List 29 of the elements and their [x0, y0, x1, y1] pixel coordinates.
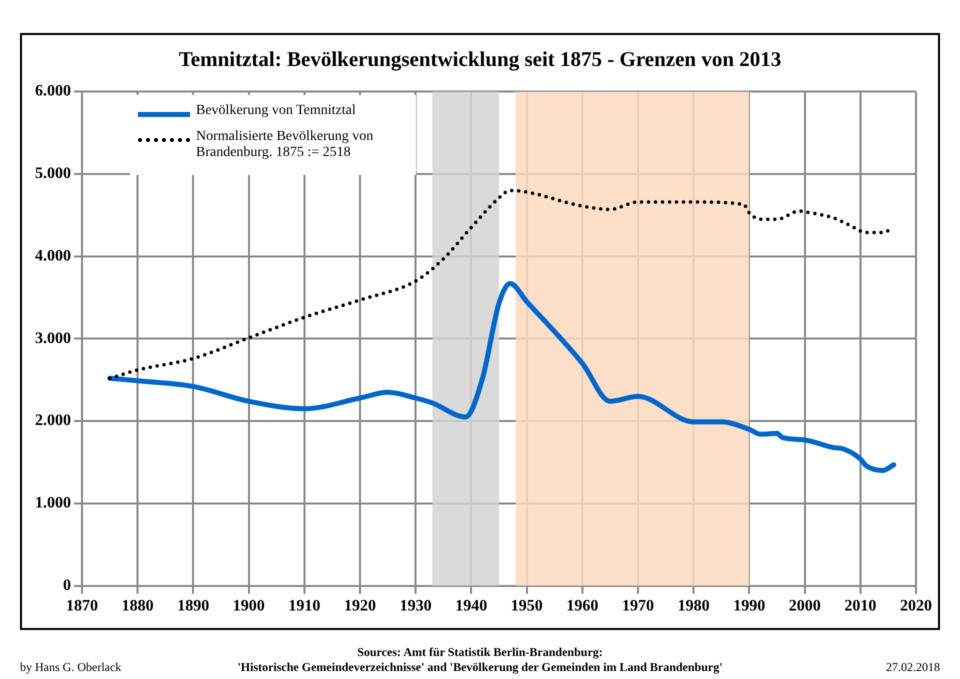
y-tick-label: 0	[63, 576, 71, 594]
text: by Hans G. Oberlack	[20, 660, 122, 675]
y-tick-label: 4.000	[35, 247, 71, 264]
text: 27.02.2018	[886, 660, 940, 675]
y-tick-label: 1.000	[35, 494, 71, 512]
x-tick-label: 1950	[510, 598, 543, 615]
legend-label: Normalisierte Bevölkerung von Brandenburg. 1875 := 2518	[196, 129, 374, 161]
x-tick-label: 1930	[400, 598, 432, 615]
x-tick-label: 1970	[622, 598, 654, 615]
source-note: Sources: Amt für Statistik Berlin-Brandenburg: 'Historische Gemeindeverzeichnisse' and 'Bevölkerung der Gemeinden im Land Brandenburg'	[237, 645, 723, 674]
x-tick-label: 1990	[733, 598, 766, 615]
x-tick-label: 1910	[288, 598, 320, 615]
y-tick-label: 2.000	[35, 412, 71, 430]
x-tick-label: 1920	[344, 598, 376, 615]
y-tick-label: 3.000	[35, 330, 71, 347]
y-tick-label: 5.000	[35, 165, 71, 182]
y-tick-label: 6.000	[35, 82, 71, 100]
legend-label: Bevölkerung von Temnitztal	[196, 103, 356, 119]
x-tick-label: 1940	[455, 598, 488, 615]
x-tick-label: 1890	[177, 598, 210, 615]
x-tick-label: 2010	[844, 598, 876, 615]
x-tick-label: 1960	[566, 598, 598, 615]
x-tick-label: 1900	[232, 598, 265, 615]
x-tick-label: 2020	[900, 598, 932, 615]
x-tick-label: 1880	[122, 598, 154, 615]
x-tick-label: 1870	[66, 598, 98, 615]
x-tick-label: 1980	[678, 598, 710, 615]
x-tick-label: 2000	[788, 598, 821, 615]
chart-title: Temnitztal: Bevölkerungsentwicklung seit 1875 - Grenzen von 2013	[178, 47, 782, 72]
